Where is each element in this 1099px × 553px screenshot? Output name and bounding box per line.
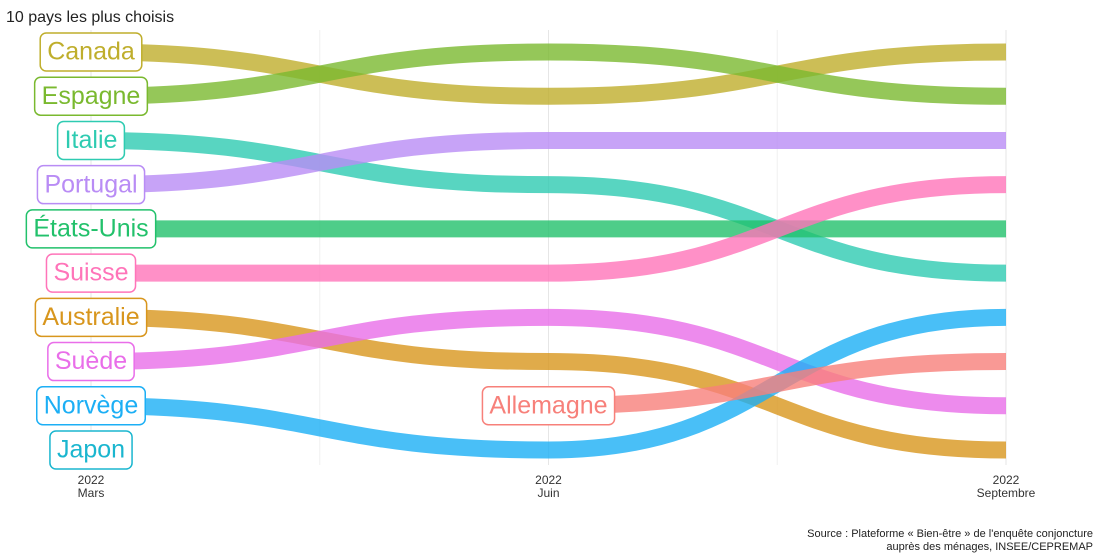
bump-line [90, 308, 1007, 459]
series-label: Australie [34, 297, 148, 338]
bump-line [91, 176, 1007, 282]
label-box [36, 386, 146, 426]
series-name: Japon [57, 436, 125, 464]
x-tick-label: 2022 [535, 473, 562, 487]
series-name: Portugal [44, 170, 137, 198]
bump-line [90, 131, 1007, 282]
label-box [39, 32, 143, 72]
source: Source : Plateforme « Bien-être » de l'e… [807, 528, 1093, 540]
series-name: Norvège [44, 391, 139, 419]
lines [90, 43, 1007, 459]
label-box [45, 253, 137, 293]
series-name: Suède [55, 347, 127, 375]
x-tick-label: 2022 [993, 473, 1020, 487]
label-box [49, 430, 133, 470]
series-label: États-Unis [25, 209, 157, 249]
label-box [56, 120, 126, 161]
label-box [33, 76, 149, 116]
series-label: Espagne [33, 76, 149, 116]
series-label: Italie [56, 120, 126, 161]
series-label: Suisse [45, 253, 137, 293]
x-tick-label: Mars [78, 486, 105, 500]
series-name: États-Unis [33, 213, 148, 242]
label-box [47, 341, 135, 382]
chart-title: 10 pays les plus choisis [6, 9, 174, 26]
bump-line [90, 308, 1007, 459]
label-box [25, 209, 157, 249]
x-tick-label: Juin [537, 486, 559, 500]
series-name: Italie [65, 126, 118, 154]
x-tick-label: Septembre [977, 486, 1036, 500]
series-label: Canada [39, 32, 143, 72]
series-name: Allemagne [489, 391, 607, 419]
bump-line [548, 353, 1007, 415]
label-box [481, 386, 616, 426]
bump-line [90, 131, 1006, 194]
bump-line [90, 43, 1007, 105]
series-name: Canada [47, 38, 135, 66]
series-label: Allemagne [481, 386, 616, 426]
series-label: Japon [49, 430, 133, 470]
series-label: Portugal [36, 164, 146, 205]
series-label: Suède [47, 341, 135, 382]
series-name: Australie [42, 303, 139, 331]
series-name: Suisse [53, 259, 128, 287]
bump-line [90, 308, 1007, 415]
bump-line [90, 43, 1007, 105]
series-label: Norvège [36, 386, 146, 426]
source: auprès des ménages, INSEE/CEPREMAP [886, 541, 1093, 553]
series-name: Espagne [42, 82, 141, 110]
label-box [34, 297, 148, 338]
x-tick-label: 2022 [78, 473, 105, 487]
label-box [36, 164, 146, 205]
